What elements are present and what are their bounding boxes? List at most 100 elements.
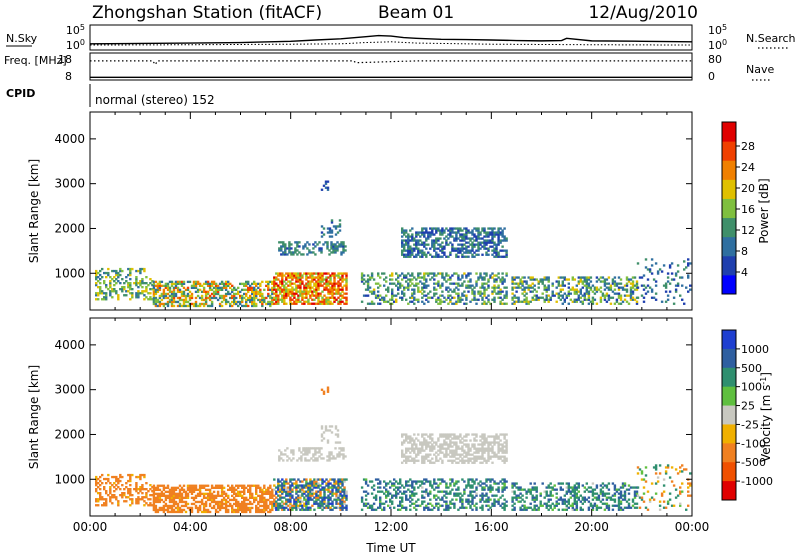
echo-cell [154,304,158,308]
echo-cell [457,492,460,495]
echo-cell [259,298,262,302]
echo-cell [445,227,448,230]
echo-cell [419,239,422,242]
echo-cell [437,484,440,487]
echo-cell [483,290,486,293]
echo-cell [379,302,382,305]
echo-cell [591,300,595,303]
echo-cell [443,500,446,503]
colorbar-tick-label: 28 [741,140,755,153]
echo-cell [117,271,120,275]
echo-cell [208,286,212,290]
echo-cell [257,508,260,512]
echo-cell [331,500,334,503]
echo-cell [180,504,184,508]
echo-cell [315,490,318,493]
echo-cell [487,504,490,507]
echo-cell [453,441,456,444]
echo-cell [170,504,174,508]
echo-cell [281,502,284,505]
echo-cell [499,300,502,303]
echo-cell [687,262,690,265]
echo-cell [313,508,316,511]
echo-cell [517,300,520,303]
echo-cell [247,286,250,290]
echo-cell [330,431,334,434]
echo-cell [425,255,428,258]
echo-cell [316,447,319,450]
echo-cell [423,302,426,305]
echo-cell [329,498,332,501]
echo-cell [208,510,212,514]
echo-cell [143,504,146,507]
echo-cell [299,282,302,285]
echo-cell [261,292,264,296]
echo-cell [511,296,514,299]
echo-cell [154,284,158,288]
echo-cell [489,239,492,242]
echo-cell [341,300,344,303]
echo-cell [328,253,331,256]
echo-cell [549,296,552,299]
echo-cell [593,292,597,295]
echo-cell [423,241,426,244]
echo-cell [194,488,198,492]
echo-cell [305,282,308,285]
echo-cell [168,498,172,502]
echo-cell [457,292,460,295]
echo-cell [421,227,424,230]
echo-cell [629,282,633,285]
echo-cell [393,294,396,297]
echo-cell [619,298,623,301]
echo-cell [666,276,670,279]
echo-cell [379,490,382,493]
echo-cell [184,494,188,498]
echo-cell [305,494,308,497]
echo-cell [200,500,204,504]
echo-cell [519,492,522,495]
echo-cell [451,441,454,444]
echo-cell [427,237,430,240]
echo-cell [220,488,224,492]
echo-cell [455,453,458,456]
echo-cell [473,298,476,301]
echo-cell [152,500,156,504]
echo-cell [501,490,504,493]
echo-cell [178,484,182,487]
echo-cell [364,280,368,283]
echo-cell [300,451,303,454]
echo-cell [423,478,426,481]
echo-cell [491,272,494,275]
echo-cell [245,304,248,308]
beam-label: Beam 01 [378,3,454,23]
echo-cell [581,282,585,285]
echo-cell [467,231,470,234]
echo-cell [493,290,496,293]
echo-cell [158,498,162,502]
echo-cell [285,500,288,503]
echo-cell [475,253,478,256]
echo-cell [449,229,452,232]
echo-cell [417,249,420,252]
echo-cell [103,296,106,299]
echo-cell [631,284,635,287]
echo-cell [214,494,218,498]
echo-cell [411,498,414,501]
echo-cell [245,284,248,288]
echo-cell [319,284,322,287]
echo-cell [227,494,230,498]
echo-cell [573,290,577,293]
echo-cell [190,496,194,500]
echo-cell [431,486,434,489]
echo-cell [617,276,621,279]
echo-cell [425,441,428,444]
echo-cell [473,451,476,454]
echo-cell [303,272,306,275]
echo-cell [131,498,134,501]
echo-cell [449,233,452,236]
echo-cell [329,290,332,293]
echo-cell [305,296,308,299]
echo-cell [439,482,442,485]
echo-cell [338,441,342,444]
echo-cell [483,449,486,452]
